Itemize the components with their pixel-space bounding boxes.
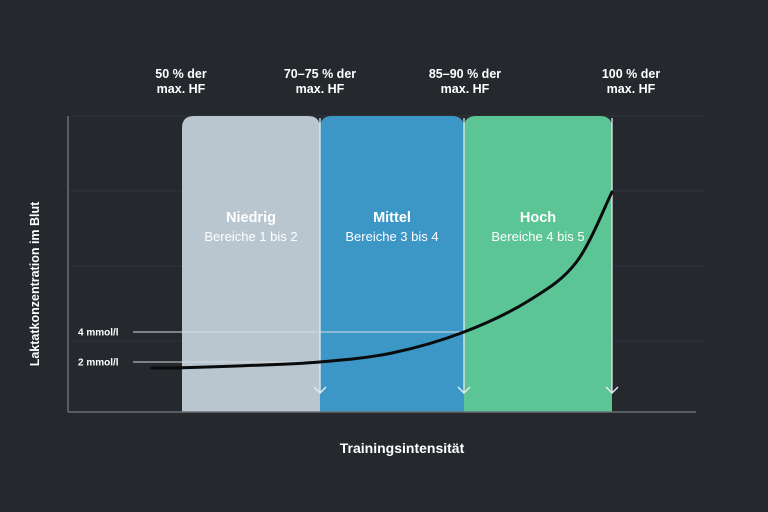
zone-panels: Niedrig Bereiche 1 bis 2 Mittel Bereiche 3 … — [182, 116, 612, 412]
zone-name: Niedrig — [226, 210, 276, 226]
intensity-marker-lines — [313, 118, 619, 395]
chevron-down-icon — [457, 386, 471, 395]
hf-label-line1: 85–90 % der — [429, 67, 501, 81]
hf-label-line2: max. HF — [296, 82, 345, 96]
hf-label-line1: 70–75 % der — [284, 67, 356, 81]
hf-label-line1: 100 % der — [602, 67, 661, 81]
hf-label-line1: 50 % der — [155, 67, 207, 81]
hf-label-line2: max. HF — [607, 82, 656, 96]
threshold-label: 2 mmol/l — [78, 358, 119, 369]
y-axis-label: Laktatkonzentration im Blut — [28, 201, 42, 366]
lactate-curve — [150, 190, 614, 370]
zone-subtitle: Bereiche 3 bis 4 — [345, 229, 438, 244]
zone-panel-hoch — [464, 116, 612, 412]
zone-subtitle: Bereiche 1 bis 2 — [204, 229, 297, 244]
threshold-lines: 4 mmol/l 2 mmol/l — [78, 328, 464, 369]
zone-name: Mittel — [373, 210, 411, 226]
x-axis-label: Trainingsintensität — [340, 440, 465, 456]
zone-subtitle: Bereiche 4 bis 5 — [491, 229, 584, 244]
hf-label-line2: max. HF — [157, 82, 206, 96]
zone-name: Hoch — [520, 210, 556, 226]
threshold-label: 4 mmol/l — [78, 328, 119, 339]
zone-panel-niedrig — [182, 116, 320, 412]
zone-panel-mittel — [320, 116, 464, 412]
hf-label-line2: max. HF — [441, 82, 490, 96]
chevron-down-icon — [605, 386, 619, 395]
chevron-down-icon — [313, 386, 327, 395]
